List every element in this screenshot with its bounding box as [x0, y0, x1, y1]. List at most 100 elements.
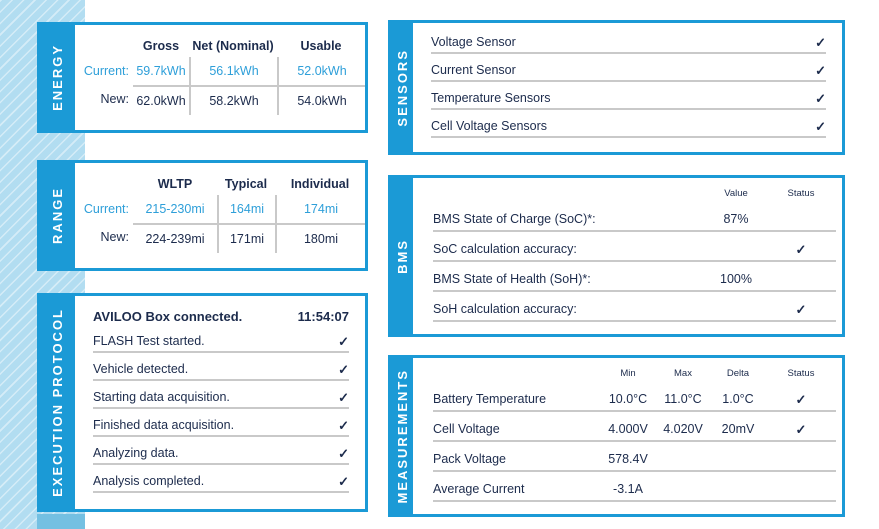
column-header: Individual: [290, 177, 350, 191]
execution-protocol-panel: EXECUTION PROTOCOL AVILOO Box connected.…: [37, 293, 368, 512]
cell-min: 4.000V: [608, 422, 648, 436]
protocol-timestamp: 11:54:07: [297, 309, 349, 324]
row-label: Pack Voltage: [433, 452, 506, 466]
sensors-list: Voltage Sensor ✓ Current Sensor ✓ Temper…: [413, 23, 842, 152]
checkmark-icon: ✓: [338, 362, 349, 377]
column-header: Gross: [142, 39, 180, 53]
cell-value: 215-230mi: [145, 202, 205, 216]
row-label: Average Current: [433, 482, 525, 496]
measurements-sidebar: MEASUREMENTS: [391, 358, 413, 514]
bms-sidebar-label: BMS: [394, 238, 410, 274]
row-label: SoC calculation accuracy:: [433, 242, 577, 256]
column-header: Net (Nominal): [192, 39, 274, 53]
cell-delta: 20mV: [721, 422, 755, 436]
checkmark-icon: ✓: [815, 119, 826, 134]
range-panel: RANGE WLTP Typical Individual Current: 2…: [37, 160, 368, 271]
protocol-item-label: Vehicle detected.: [93, 362, 189, 376]
background-accent-block: [37, 514, 85, 529]
cell-min: 578.4V: [608, 452, 648, 466]
cell-value: 224-239mi: [133, 223, 217, 253]
row-label: New:: [100, 92, 129, 106]
execution-protocol-list: AVILOO Box connected. 11:54:07 FLASH Tes…: [75, 296, 365, 509]
protocol-header-text: AVILOO Box connected.: [93, 309, 243, 324]
checkmark-icon: ✓: [795, 392, 807, 407]
protocol-item: Starting data acquisition. ✓: [93, 381, 349, 409]
checkmark-icon: ✓: [815, 63, 826, 78]
bms-panel: BMS Value Status BMS State of Charge (So…: [388, 175, 845, 337]
checkmark-icon: ✓: [795, 242, 807, 257]
protocol-item: FLASH Test started. ✓: [93, 325, 349, 353]
row-label: SoH calculation accuracy:: [433, 302, 577, 316]
sensor-item-label: Current Sensor: [431, 63, 516, 77]
row-label: Battery Temperature: [433, 392, 547, 406]
row-label: BMS State of Health (SoH)*:: [433, 272, 591, 286]
column-header: Status: [787, 188, 815, 199]
protocol-item: Analyzing data. ✓: [93, 437, 349, 465]
table-row: Average Current -3.1A: [433, 472, 836, 502]
checkmark-icon: ✓: [338, 334, 349, 349]
bms-sidebar: BMS: [391, 178, 413, 334]
column-header: Delta: [726, 368, 750, 379]
cell-max: 4.020V: [663, 422, 703, 436]
energy-panel: ENERGY Gross Net (Nominal) Usable Curren…: [37, 22, 368, 133]
row-label: Cell Voltage: [433, 422, 500, 436]
column-header: Min: [620, 368, 636, 379]
range-sidebar: RANGE: [40, 163, 75, 268]
measurements-sidebar-label: MEASUREMENTS: [394, 368, 410, 504]
range-table: WLTP Typical Individual Current: 215-230…: [75, 163, 365, 268]
row-label: BMS State of Charge (SoC)*:: [433, 212, 596, 226]
cell-value: 58.2kWh: [189, 85, 277, 115]
row-label: New:: [100, 230, 129, 244]
bms-table-header: Value Status: [433, 178, 836, 202]
bms-table: Value Status BMS State of Charge (SoC)*:…: [413, 178, 842, 334]
protocol-item-label: Starting data acquisition.: [93, 390, 230, 404]
table-row: Cell Voltage 4.000V 4.020V 20mV ✓: [433, 412, 836, 442]
table-row: BMS State of Health (SoH)*: 100%: [433, 262, 836, 292]
column-header: Status: [787, 368, 815, 379]
table-corner: [75, 170, 133, 195]
cell-value: 87%: [723, 212, 749, 226]
energy-sidebar: ENERGY: [40, 25, 75, 130]
sensor-item-label: Voltage Sensor: [431, 35, 516, 49]
column-header: Usable: [300, 39, 342, 53]
checkmark-icon: ✓: [795, 302, 807, 317]
checkmark-icon: ✓: [815, 35, 826, 50]
execution-protocol-sidebar-label: EXECUTION PROTOCOL: [50, 308, 65, 497]
checkmark-icon: ✓: [795, 422, 807, 437]
energy-table: Gross Net (Nominal) Usable Current: 59.7…: [75, 25, 365, 130]
table-row: BMS State of Charge (SoC)*: 87%: [433, 202, 836, 232]
protocol-item-label: Finished data acquisition.: [93, 418, 235, 432]
cell-value: 56.1kWh: [189, 57, 277, 85]
sensor-item: Cell Voltage Sensors ✓: [431, 110, 826, 138]
cell-min: 10.0°C: [608, 392, 648, 406]
table-row: SoH calculation accuracy: ✓: [433, 292, 836, 322]
cell-value: 52.0kWh: [277, 57, 365, 85]
protocol-item-label: Analysis completed.: [93, 474, 205, 488]
cell-max: 11.0°C: [664, 392, 702, 406]
cell-delta: 1.0°C: [722, 392, 754, 406]
protocol-item: Finished data acquisition. ✓: [93, 409, 349, 437]
protocol-header: AVILOO Box connected. 11:54:07: [93, 296, 349, 325]
sensor-item: Temperature Sensors ✓: [431, 82, 826, 110]
table-row: SoC calculation accuracy: ✓: [433, 232, 836, 262]
measurements-panel: MEASUREMENTS Min Max Delta Status Batter…: [388, 355, 845, 517]
cell-min: -3.1A: [613, 482, 643, 496]
cell-value: 54.0kWh: [277, 85, 365, 115]
checkmark-icon: ✓: [338, 418, 349, 433]
table-corner: [75, 32, 133, 57]
range-sidebar-label: RANGE: [50, 187, 65, 244]
measurements-table-header: Min Max Delta Status: [433, 358, 836, 382]
row-label: Current:: [83, 64, 129, 78]
column-header: Typical: [224, 177, 268, 191]
column-header: Max: [674, 368, 692, 379]
sensor-item-label: Cell Voltage Sensors: [431, 119, 548, 133]
cell-value: 174mi: [275, 195, 365, 223]
table-row: Battery Temperature 10.0°C 11.0°C 1.0°C …: [433, 382, 836, 412]
table-row: Pack Voltage 578.4V: [433, 442, 836, 472]
execution-protocol-sidebar: EXECUTION PROTOCOL: [40, 296, 75, 509]
protocol-item-label: FLASH Test started.: [93, 334, 205, 348]
cell-value: 100%: [720, 272, 752, 286]
protocol-item: Vehicle detected. ✓: [93, 353, 349, 381]
cell-value: 171mi: [217, 223, 275, 253]
measurements-table: Min Max Delta Status Battery Temperature…: [413, 358, 842, 514]
